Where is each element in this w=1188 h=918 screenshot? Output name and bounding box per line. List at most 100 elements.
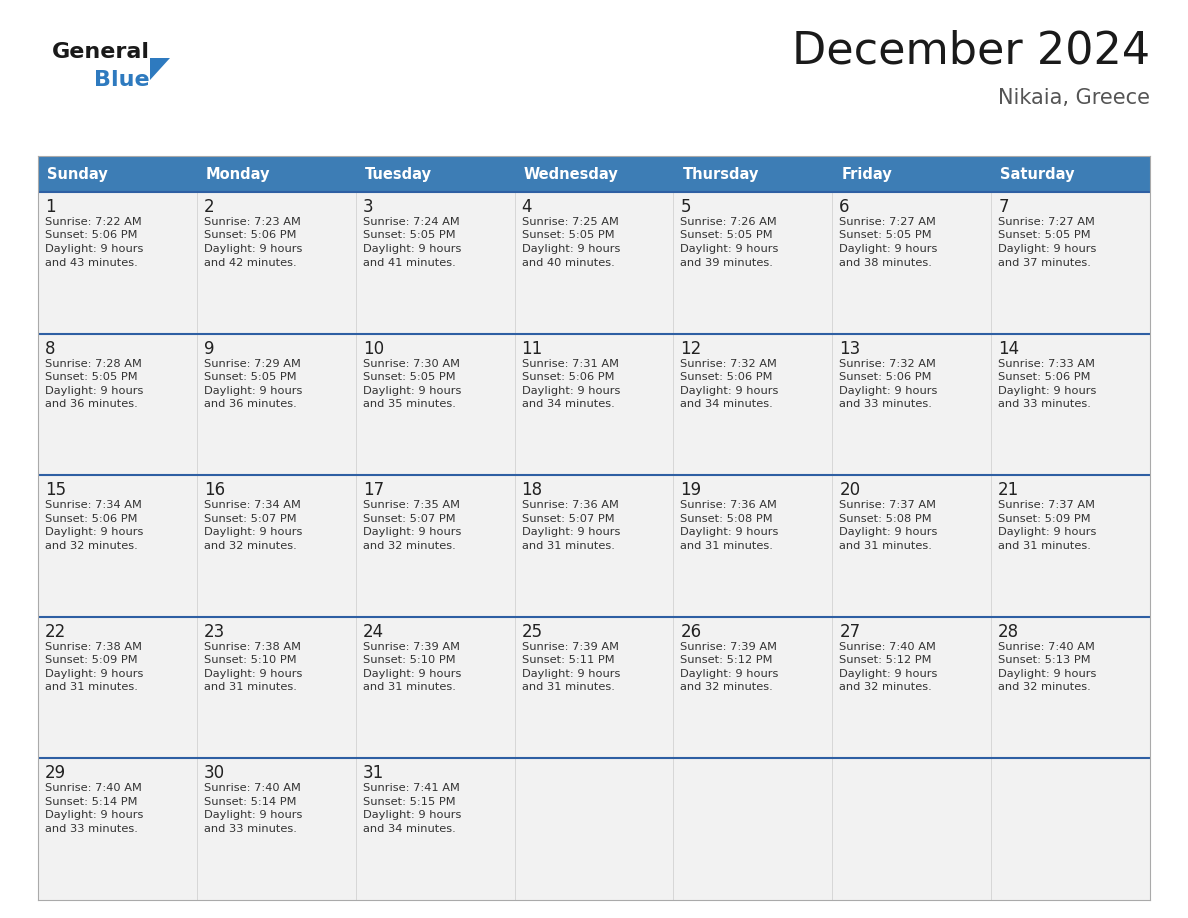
Text: 23: 23 bbox=[204, 622, 225, 641]
Text: Sunrise: 7:30 AM: Sunrise: 7:30 AM bbox=[362, 359, 460, 369]
Text: Sunset: 5:05 PM: Sunset: 5:05 PM bbox=[522, 230, 614, 241]
Text: 22: 22 bbox=[45, 622, 67, 641]
Text: Sunset: 5:05 PM: Sunset: 5:05 PM bbox=[998, 230, 1091, 241]
Text: Daylight: 9 hours: Daylight: 9 hours bbox=[362, 386, 461, 396]
Text: Daylight: 9 hours: Daylight: 9 hours bbox=[204, 669, 302, 678]
Bar bbox=[514, 156, 674, 192]
Text: Daylight: 9 hours: Daylight: 9 hours bbox=[522, 669, 620, 678]
Text: Sunrise: 7:35 AM: Sunrise: 7:35 AM bbox=[362, 500, 460, 510]
Text: and 40 minutes.: and 40 minutes. bbox=[522, 258, 614, 267]
Text: Sunset: 5:10 PM: Sunset: 5:10 PM bbox=[362, 655, 455, 666]
Text: and 39 minutes.: and 39 minutes. bbox=[681, 258, 773, 267]
Bar bbox=[38, 333, 1150, 476]
Text: Sunrise: 7:29 AM: Sunrise: 7:29 AM bbox=[204, 359, 301, 369]
Text: 20: 20 bbox=[839, 481, 860, 499]
Text: Daylight: 9 hours: Daylight: 9 hours bbox=[362, 811, 461, 821]
Text: Sunset: 5:13 PM: Sunset: 5:13 PM bbox=[998, 655, 1091, 666]
Text: Sunset: 5:08 PM: Sunset: 5:08 PM bbox=[681, 514, 773, 523]
Text: Sunrise: 7:34 AM: Sunrise: 7:34 AM bbox=[45, 500, 141, 510]
Text: 21: 21 bbox=[998, 481, 1019, 499]
Text: Sunrise: 7:33 AM: Sunrise: 7:33 AM bbox=[998, 359, 1095, 369]
Text: and 31 minutes.: and 31 minutes. bbox=[998, 541, 1091, 551]
Text: Sunset: 5:05 PM: Sunset: 5:05 PM bbox=[362, 230, 455, 241]
Text: Daylight: 9 hours: Daylight: 9 hours bbox=[362, 527, 461, 537]
Text: Daylight: 9 hours: Daylight: 9 hours bbox=[998, 386, 1097, 396]
Text: 9: 9 bbox=[204, 340, 214, 358]
Text: 5: 5 bbox=[681, 198, 691, 216]
Bar bbox=[674, 156, 833, 192]
Text: 31: 31 bbox=[362, 765, 384, 782]
Text: Sunset: 5:05 PM: Sunset: 5:05 PM bbox=[204, 372, 297, 382]
Text: and 33 minutes.: and 33 minutes. bbox=[204, 823, 297, 834]
Text: Sunset: 5:05 PM: Sunset: 5:05 PM bbox=[362, 372, 455, 382]
Text: Sunrise: 7:32 AM: Sunrise: 7:32 AM bbox=[839, 359, 936, 369]
Text: Sunrise: 7:36 AM: Sunrise: 7:36 AM bbox=[681, 500, 777, 510]
Text: Tuesday: Tuesday bbox=[365, 166, 431, 182]
Text: Sunset: 5:05 PM: Sunset: 5:05 PM bbox=[839, 230, 931, 241]
Text: Daylight: 9 hours: Daylight: 9 hours bbox=[998, 527, 1097, 537]
Text: Sunset: 5:12 PM: Sunset: 5:12 PM bbox=[839, 655, 931, 666]
Text: Sunrise: 7:40 AM: Sunrise: 7:40 AM bbox=[839, 642, 936, 652]
Text: and 34 minutes.: and 34 minutes. bbox=[681, 399, 773, 409]
Text: Sunset: 5:11 PM: Sunset: 5:11 PM bbox=[522, 655, 614, 666]
Text: Daylight: 9 hours: Daylight: 9 hours bbox=[522, 386, 620, 396]
Polygon shape bbox=[150, 58, 170, 80]
Text: Daylight: 9 hours: Daylight: 9 hours bbox=[998, 669, 1097, 678]
Text: and 41 minutes.: and 41 minutes. bbox=[362, 258, 455, 267]
Text: Sunrise: 7:37 AM: Sunrise: 7:37 AM bbox=[998, 500, 1095, 510]
Text: Daylight: 9 hours: Daylight: 9 hours bbox=[45, 527, 144, 537]
Text: Sunrise: 7:31 AM: Sunrise: 7:31 AM bbox=[522, 359, 619, 369]
Text: Sunset: 5:06 PM: Sunset: 5:06 PM bbox=[45, 230, 138, 241]
Text: Daylight: 9 hours: Daylight: 9 hours bbox=[522, 244, 620, 254]
Text: Sunrise: 7:41 AM: Sunrise: 7:41 AM bbox=[362, 783, 460, 793]
Text: 10: 10 bbox=[362, 340, 384, 358]
Bar bbox=[38, 758, 1150, 900]
Text: and 32 minutes.: and 32 minutes. bbox=[204, 541, 297, 551]
Text: and 31 minutes.: and 31 minutes. bbox=[839, 541, 933, 551]
Text: Sunrise: 7:24 AM: Sunrise: 7:24 AM bbox=[362, 217, 460, 227]
Text: Sunset: 5:12 PM: Sunset: 5:12 PM bbox=[681, 655, 773, 666]
Text: Sunset: 5:10 PM: Sunset: 5:10 PM bbox=[204, 655, 297, 666]
Text: Daylight: 9 hours: Daylight: 9 hours bbox=[45, 244, 144, 254]
Text: Sunset: 5:07 PM: Sunset: 5:07 PM bbox=[522, 514, 614, 523]
Text: 29: 29 bbox=[45, 765, 67, 782]
Text: Sunrise: 7:23 AM: Sunrise: 7:23 AM bbox=[204, 217, 301, 227]
Text: Nikaia, Greece: Nikaia, Greece bbox=[998, 88, 1150, 108]
Text: Daylight: 9 hours: Daylight: 9 hours bbox=[839, 669, 937, 678]
Text: 26: 26 bbox=[681, 622, 702, 641]
Text: Sunrise: 7:36 AM: Sunrise: 7:36 AM bbox=[522, 500, 619, 510]
Bar bbox=[355, 156, 514, 192]
Text: Sunset: 5:06 PM: Sunset: 5:06 PM bbox=[45, 514, 138, 523]
Text: and 36 minutes.: and 36 minutes. bbox=[204, 399, 297, 409]
Text: Daylight: 9 hours: Daylight: 9 hours bbox=[204, 386, 302, 396]
Text: Sunrise: 7:26 AM: Sunrise: 7:26 AM bbox=[681, 217, 777, 227]
Text: Sunrise: 7:37 AM: Sunrise: 7:37 AM bbox=[839, 500, 936, 510]
Text: Sunset: 5:05 PM: Sunset: 5:05 PM bbox=[681, 230, 773, 241]
Text: Sunset: 5:07 PM: Sunset: 5:07 PM bbox=[362, 514, 455, 523]
Text: Daylight: 9 hours: Daylight: 9 hours bbox=[681, 527, 779, 537]
Text: and 31 minutes.: and 31 minutes. bbox=[522, 682, 614, 692]
Text: Friday: Friday bbox=[841, 166, 892, 182]
Text: Daylight: 9 hours: Daylight: 9 hours bbox=[839, 386, 937, 396]
Text: Daylight: 9 hours: Daylight: 9 hours bbox=[45, 811, 144, 821]
Text: Daylight: 9 hours: Daylight: 9 hours bbox=[681, 386, 779, 396]
Text: 13: 13 bbox=[839, 340, 860, 358]
Text: Thursday: Thursday bbox=[682, 166, 759, 182]
Text: 1: 1 bbox=[45, 198, 56, 216]
Text: 16: 16 bbox=[204, 481, 225, 499]
Text: 3: 3 bbox=[362, 198, 373, 216]
Text: and 34 minutes.: and 34 minutes. bbox=[362, 823, 455, 834]
Text: 27: 27 bbox=[839, 622, 860, 641]
Text: 14: 14 bbox=[998, 340, 1019, 358]
Text: Sunset: 5:09 PM: Sunset: 5:09 PM bbox=[998, 514, 1091, 523]
Text: 18: 18 bbox=[522, 481, 543, 499]
Text: and 32 minutes.: and 32 minutes. bbox=[998, 682, 1091, 692]
Text: 7: 7 bbox=[998, 198, 1009, 216]
Text: Sunrise: 7:38 AM: Sunrise: 7:38 AM bbox=[204, 642, 301, 652]
Text: Sunrise: 7:22 AM: Sunrise: 7:22 AM bbox=[45, 217, 141, 227]
Text: and 35 minutes.: and 35 minutes. bbox=[362, 399, 455, 409]
Text: Wednesday: Wednesday bbox=[524, 166, 618, 182]
Text: 19: 19 bbox=[681, 481, 702, 499]
Text: Daylight: 9 hours: Daylight: 9 hours bbox=[522, 527, 620, 537]
Text: Sunset: 5:06 PM: Sunset: 5:06 PM bbox=[998, 372, 1091, 382]
